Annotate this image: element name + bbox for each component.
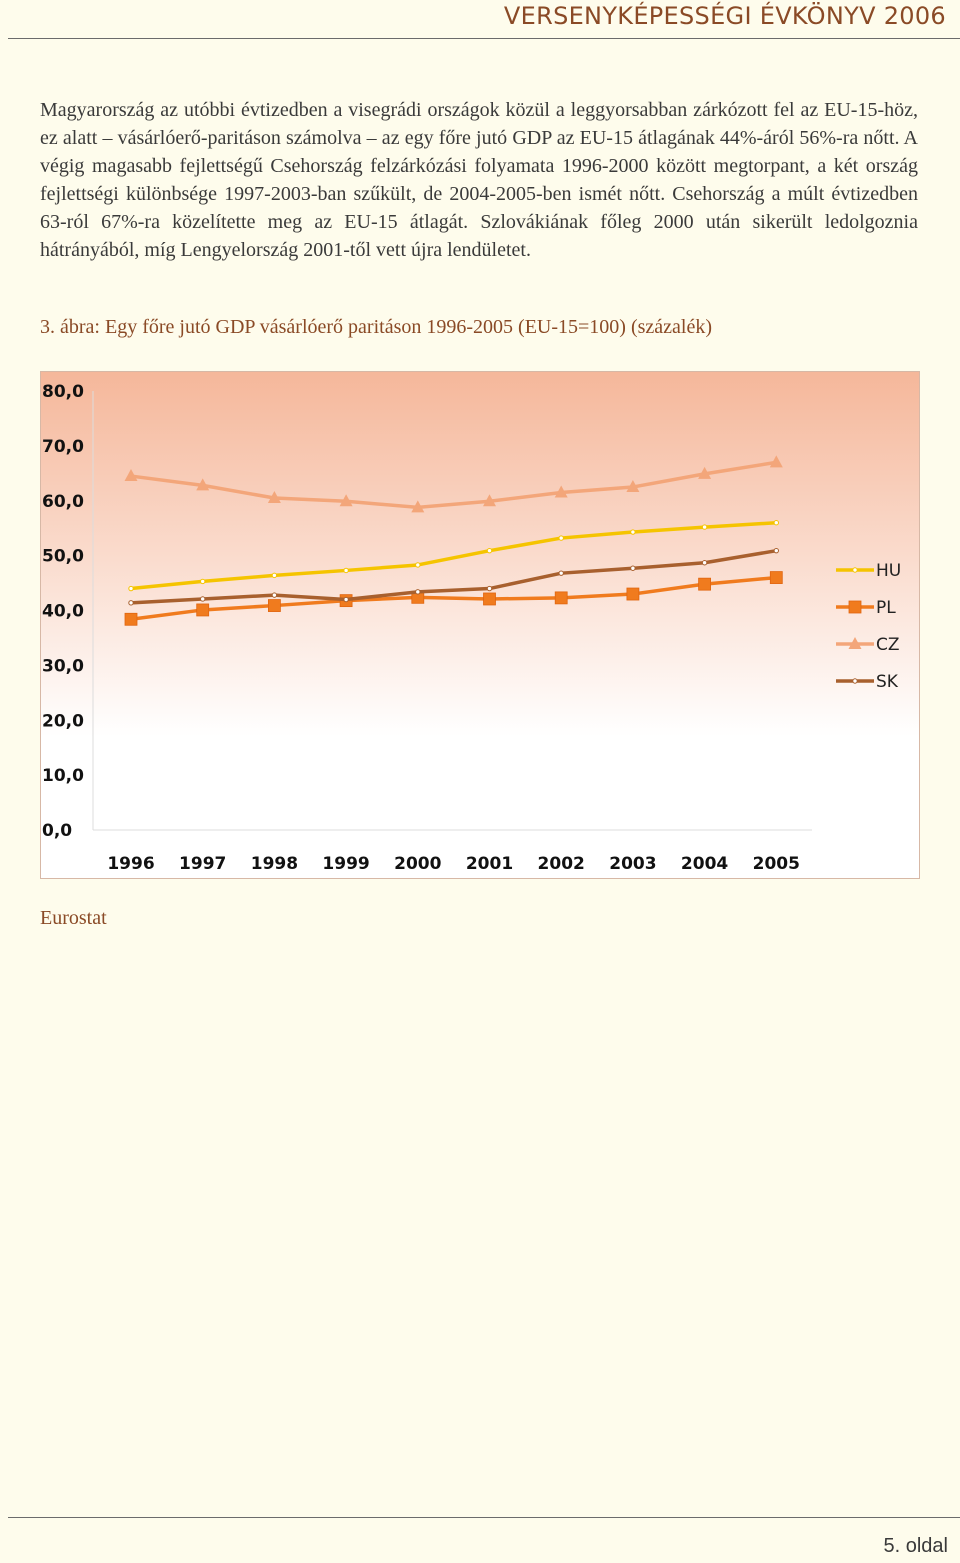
y-tick-label: 50,0 [42, 547, 84, 567]
y-tick-label: 60,0 [42, 492, 84, 512]
x-tick-label: 1997 [179, 854, 226, 874]
x-tick-label: 1998 [251, 854, 298, 874]
data-point-sk [701, 560, 708, 566]
data-point-hu [271, 572, 278, 579]
data-point-sk [630, 565, 636, 571]
data-point-cz [124, 469, 138, 482]
data-point-hu [343, 567, 349, 574]
data-point-pl [196, 603, 210, 617]
legend-label: HU [876, 561, 901, 581]
data-point-sk [200, 596, 206, 602]
data-point-sk [558, 570, 564, 576]
data-point-pl [554, 591, 568, 605]
data-point-pl [124, 612, 138, 626]
x-tick-label: 1996 [107, 854, 154, 874]
x-tick-label: 2004 [681, 854, 728, 874]
footer-rule [8, 1517, 960, 1518]
x-tick-label: 2005 [753, 854, 800, 874]
data-point-sk [271, 592, 278, 598]
data-point-pl [626, 587, 640, 601]
data-point-pl [267, 599, 281, 612]
data-point-pl [483, 592, 496, 606]
data-point-hu [415, 562, 421, 568]
series-line-sk [130, 548, 777, 605]
legend-marker [848, 600, 862, 614]
data-point-sk [773, 547, 779, 554]
data-point-cz [626, 480, 640, 493]
data-point-cz [554, 485, 568, 498]
legend-label: CZ [876, 635, 900, 655]
legend-item-hu: HU [836, 561, 901, 581]
series-sk [128, 547, 779, 606]
data-point-hu [558, 535, 564, 541]
data-point-hu [128, 585, 134, 592]
page-number: 5. oldal [883, 1535, 949, 1557]
y-tick-label: 20,0 [42, 711, 84, 731]
y-tick-label: 10,0 [42, 766, 84, 786]
data-point-pl [698, 577, 711, 591]
legend-marker [852, 678, 858, 684]
x-tick-label: 2003 [609, 854, 656, 874]
series-pl [124, 571, 783, 626]
legend-label: PL [876, 598, 896, 618]
data-point-pl [769, 571, 783, 584]
data-point-cz [769, 455, 783, 468]
data-point-cz [196, 478, 210, 491]
data-point-cz [483, 494, 496, 507]
legend-label: SK [876, 672, 899, 692]
chart-background [40, 371, 920, 879]
data-point-hu [630, 529, 636, 535]
data-point-cz [339, 494, 353, 507]
legend-marker [852, 567, 858, 573]
data-point-sk [343, 596, 349, 603]
legend-marker [848, 637, 862, 649]
y-tick-label: 30,0 [42, 656, 84, 676]
source-note: Eurostat [40, 907, 107, 929]
data-point-hu [200, 578, 206, 585]
y-tick-label: 40,0 [42, 602, 84, 622]
series-line-hu [130, 520, 777, 591]
data-point-cz [698, 466, 712, 479]
data-point-hu [701, 524, 708, 530]
y-tick-label: 70,0 [42, 437, 84, 457]
data-point-cz [267, 491, 281, 504]
series-cz [124, 455, 783, 513]
y-tick-label: 80,0 [42, 382, 84, 402]
data-point-hu [773, 520, 779, 526]
data-point-hu [486, 547, 493, 554]
x-tick-label: 1999 [322, 854, 369, 874]
y-tick-label: 0,0 [42, 821, 72, 841]
body-paragraph: Magyarország az utóbbi évtizedben a vise… [40, 99, 918, 261]
data-point-sk [486, 585, 493, 592]
header-rule [8, 38, 960, 39]
series-line-cz [130, 460, 777, 510]
legend-item-cz: CZ [836, 635, 900, 655]
series-line-pl [130, 575, 777, 622]
legend-item-pl: PL [836, 598, 896, 618]
series-hu [128, 520, 779, 592]
x-tick-label: 2001 [466, 854, 513, 874]
data-point-sk [128, 600, 134, 606]
data-point-sk [415, 589, 421, 595]
running-header-title: VERSENYKÉPESSÉGI ÉVKÖNYV 2006 [503, 2, 946, 30]
gdp-line-chart: 80,0 70,0 60,0 50,0 40,0 30,0 20,0 10,0 0,0 1996 1… [40, 371, 920, 879]
x-tick-label: 2000 [394, 854, 441, 874]
data-point-cz [411, 500, 425, 513]
figure-caption: 3. ábra: Egy főre jutó GDP vásárlóerő pa… [40, 316, 712, 338]
legend-item-sk: SK [836, 672, 899, 692]
x-tick-label: 2002 [538, 854, 585, 874]
